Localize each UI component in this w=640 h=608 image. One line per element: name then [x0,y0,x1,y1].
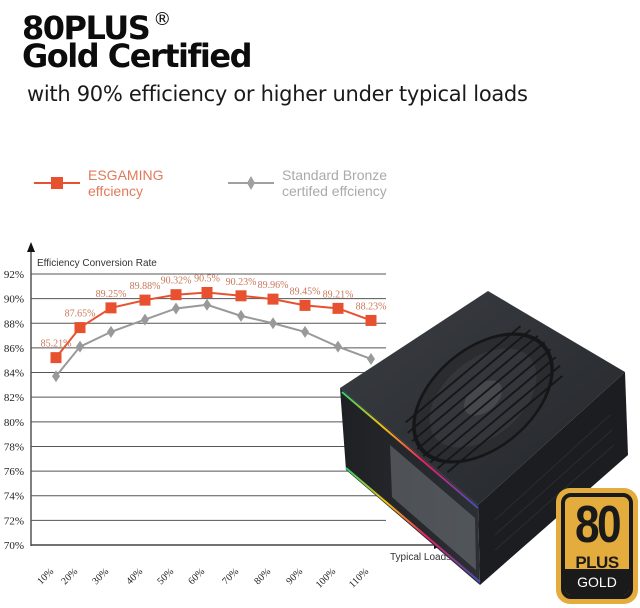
y-tick-label: 84% [4,368,24,380]
fan-icon [405,325,563,474]
headline-80plus: 80PLUS ® [22,2,171,46]
legend-label-line1: ESGAMING [88,167,164,183]
series-esgaming [50,286,377,364]
data-value-labels: 85.21% 87.65%89.25%89.88% 90.32% 90.5% 90.23… [41,273,387,349]
headline-gold-certified: Gold Certified [22,37,253,75]
legend-label-line2: certifed effciency [282,183,387,199]
data-value-label: 90.5% [194,273,220,284]
y-tick-label: 74% [4,491,24,503]
diamond-marker-icon [269,317,277,330]
legend-item-standard-bronze: Standard Bronze certifed effciency [228,167,387,199]
data-value-label: 89.96% [258,280,289,291]
diamond-marker-icon [203,298,211,311]
80plus-gold-badge: 80 PLUS GOLD [556,488,638,604]
legend-label-line2: effciency [88,183,143,199]
diamond-marker-icon [301,325,309,338]
square-marker-icon [332,302,344,314]
square-marker-icon [299,299,311,311]
square-marker-icon [74,322,86,334]
diamond-marker-icon [172,302,180,315]
y-tick-label: 70% [4,540,24,552]
y-axis-tick-labels: 70% 72% 74% 76% 78% 80% 82% 84% 86% 88% 90% 92% [4,269,24,552]
square-marker-icon [170,289,182,301]
chart-gridlines [31,273,386,521]
data-value-label: 87.65% [65,309,96,320]
data-value-label: 89.21% [323,289,354,300]
legend-item-esgaming: ESGAMING effciency [34,167,163,199]
y-tick-label: 90% [4,294,24,306]
y-tick-label: 82% [4,392,24,404]
x-axis-title: Typical Loads [390,552,451,563]
diamond-marker-icon [141,313,149,326]
badge-tier: GOLD [565,569,629,595]
legend-square-marker-icon [34,177,80,189]
y-tick-label: 76% [4,466,24,478]
y-tick-label: 88% [4,318,24,330]
y-axis-arrow-icon [27,242,35,252]
data-value-label: 90.32% [161,276,192,287]
data-value-label: 89.45% [290,286,321,297]
subtitle: with 90% efficiency or higher under typi… [27,82,528,106]
psu-spec-label [390,445,476,570]
data-value-label: 85.21% [41,339,72,350]
square-marker-icon [105,302,117,314]
data-value-label: 90.23% [226,277,257,288]
series-standard-bronze [52,298,375,383]
square-marker-icon [235,290,247,302]
y-tick-label: 78% [4,441,24,453]
diamond-marker-icon [334,340,342,353]
data-value-label: 88.23% [356,301,387,312]
y-tick-label: 80% [4,417,24,429]
registered-mark: ® [153,9,172,30]
diamond-marker-icon [237,309,245,322]
y-tick-label: 92% [4,269,24,281]
y-axis-title: Efficiency Conversion Rate [37,258,157,269]
badge-number: 80 [574,496,622,554]
diamond-marker-icon [367,352,375,365]
square-marker-icon [201,286,213,298]
square-marker-icon [365,314,377,326]
square-marker-icon [267,293,279,305]
data-value-label: 89.25% [96,289,127,300]
y-tick-label: 86% [4,343,24,355]
square-marker-icon [50,352,62,364]
diamond-marker-icon [76,340,84,353]
title-line-1: 80PLUS [22,9,151,47]
legend-diamond-marker-icon [228,176,274,190]
diamond-marker-icon [107,325,115,338]
data-value-label: 89.88% [130,281,161,292]
y-tick-label: 72% [4,515,24,527]
legend-label-line1: Standard Bronze [282,167,388,183]
badge-plus: PLUS [575,553,619,572]
square-marker-icon [139,294,151,306]
diamond-marker-icon [52,370,60,383]
